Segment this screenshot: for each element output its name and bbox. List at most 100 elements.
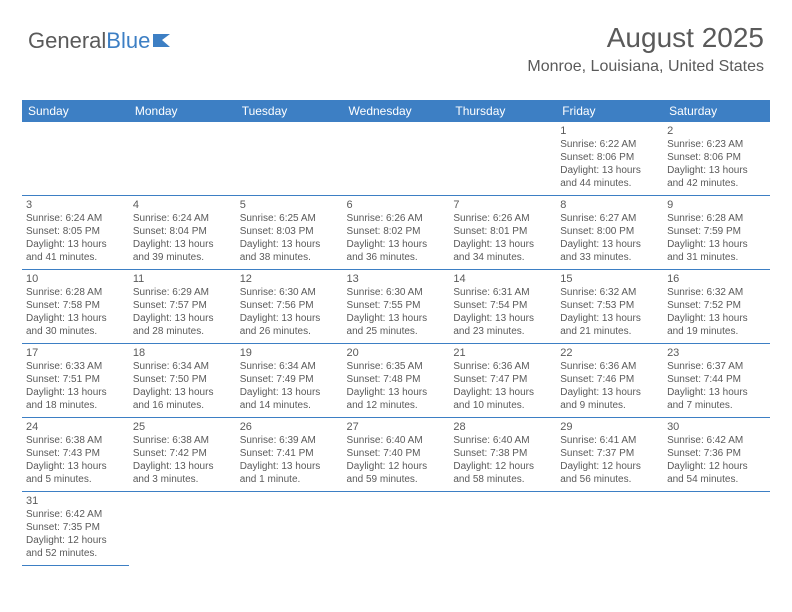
weekday-header: Thursday: [449, 100, 556, 122]
calendar-day-cell: 20Sunrise: 6:35 AMSunset: 7:48 PMDayligh…: [343, 344, 450, 418]
calendar-day-cell: 15Sunrise: 6:32 AMSunset: 7:53 PMDayligh…: [556, 270, 663, 344]
calendar-week-row: 10Sunrise: 6:28 AMSunset: 7:58 PMDayligh…: [22, 270, 770, 344]
calendar-day-cell: 22Sunrise: 6:36 AMSunset: 7:46 PMDayligh…: [556, 344, 663, 418]
day-info: Sunrise: 6:23 AMSunset: 8:06 PMDaylight:…: [667, 138, 766, 190]
calendar-empty-cell: [449, 122, 556, 196]
day-number: 23: [667, 347, 766, 359]
day-info: Sunrise: 6:22 AMSunset: 8:06 PMDaylight:…: [560, 138, 659, 190]
weekday-header: Sunday: [22, 100, 129, 122]
calendar-day-cell: 18Sunrise: 6:34 AMSunset: 7:50 PMDayligh…: [129, 344, 236, 418]
calendar-empty-cell: [663, 492, 770, 566]
calendar-day-cell: 25Sunrise: 6:38 AMSunset: 7:42 PMDayligh…: [129, 418, 236, 492]
day-info: Sunrise: 6:37 AMSunset: 7:44 PMDaylight:…: [667, 360, 766, 412]
day-number: 2: [667, 125, 766, 137]
day-number: 22: [560, 347, 659, 359]
day-info: Sunrise: 6:24 AMSunset: 8:05 PMDaylight:…: [26, 212, 125, 264]
day-info: Sunrise: 6:42 AMSunset: 7:35 PMDaylight:…: [26, 508, 125, 560]
calendar-week-row: 17Sunrise: 6:33 AMSunset: 7:51 PMDayligh…: [22, 344, 770, 418]
weekday-header: Wednesday: [343, 100, 450, 122]
weekday-header: Saturday: [663, 100, 770, 122]
day-number: 25: [133, 421, 232, 433]
day-number: 10: [26, 273, 125, 285]
day-number: 12: [240, 273, 339, 285]
calendar-day-cell: 29Sunrise: 6:41 AMSunset: 7:37 PMDayligh…: [556, 418, 663, 492]
logo: GeneralBlue: [28, 28, 174, 54]
day-number: 3: [26, 199, 125, 211]
calendar-empty-cell: [343, 492, 450, 566]
day-info: Sunrise: 6:28 AMSunset: 7:59 PMDaylight:…: [667, 212, 766, 264]
day-info: Sunrise: 6:26 AMSunset: 8:01 PMDaylight:…: [453, 212, 552, 264]
calendar-day-cell: 31Sunrise: 6:42 AMSunset: 7:35 PMDayligh…: [22, 492, 129, 566]
day-info: Sunrise: 6:32 AMSunset: 7:52 PMDaylight:…: [667, 286, 766, 338]
calendar-empty-cell: [343, 122, 450, 196]
calendar-day-cell: 24Sunrise: 6:38 AMSunset: 7:43 PMDayligh…: [22, 418, 129, 492]
logo-flag-icon: [152, 33, 174, 49]
day-info: Sunrise: 6:27 AMSunset: 8:00 PMDaylight:…: [560, 212, 659, 264]
calendar-day-cell: 2Sunrise: 6:23 AMSunset: 8:06 PMDaylight…: [663, 122, 770, 196]
calendar-body: 1Sunrise: 6:22 AMSunset: 8:06 PMDaylight…: [22, 122, 770, 566]
weekday-header: Monday: [129, 100, 236, 122]
calendar-empty-cell: [236, 122, 343, 196]
calendar-table: SundayMondayTuesdayWednesdayThursdayFrid…: [22, 100, 770, 566]
day-number: 4: [133, 199, 232, 211]
calendar-empty-cell: [129, 122, 236, 196]
calendar-week-row: 3Sunrise: 6:24 AMSunset: 8:05 PMDaylight…: [22, 196, 770, 270]
header-right: August 2025 Monroe, Louisiana, United St…: [527, 22, 764, 76]
calendar-day-cell: 4Sunrise: 6:24 AMSunset: 8:04 PMDaylight…: [129, 196, 236, 270]
day-number: 7: [453, 199, 552, 211]
calendar-day-cell: 6Sunrise: 6:26 AMSunset: 8:02 PMDaylight…: [343, 196, 450, 270]
calendar-day-cell: 13Sunrise: 6:30 AMSunset: 7:55 PMDayligh…: [343, 270, 450, 344]
day-number: 1: [560, 125, 659, 137]
day-number: 14: [453, 273, 552, 285]
calendar-day-cell: 17Sunrise: 6:33 AMSunset: 7:51 PMDayligh…: [22, 344, 129, 418]
day-info: Sunrise: 6:33 AMSunset: 7:51 PMDaylight:…: [26, 360, 125, 412]
day-info: Sunrise: 6:32 AMSunset: 7:53 PMDaylight:…: [560, 286, 659, 338]
weekday-header: Friday: [556, 100, 663, 122]
day-number: 8: [560, 199, 659, 211]
calendar-day-cell: 30Sunrise: 6:42 AMSunset: 7:36 PMDayligh…: [663, 418, 770, 492]
day-number: 16: [667, 273, 766, 285]
day-info: Sunrise: 6:28 AMSunset: 7:58 PMDaylight:…: [26, 286, 125, 338]
day-number: 11: [133, 273, 232, 285]
day-info: Sunrise: 6:40 AMSunset: 7:38 PMDaylight:…: [453, 434, 552, 486]
day-info: Sunrise: 6:26 AMSunset: 8:02 PMDaylight:…: [347, 212, 446, 264]
calendar-day-cell: 12Sunrise: 6:30 AMSunset: 7:56 PMDayligh…: [236, 270, 343, 344]
day-info: Sunrise: 6:34 AMSunset: 7:50 PMDaylight:…: [133, 360, 232, 412]
day-info: Sunrise: 6:29 AMSunset: 7:57 PMDaylight:…: [133, 286, 232, 338]
day-number: 5: [240, 199, 339, 211]
day-info: Sunrise: 6:40 AMSunset: 7:40 PMDaylight:…: [347, 434, 446, 486]
calendar-day-cell: 3Sunrise: 6:24 AMSunset: 8:05 PMDaylight…: [22, 196, 129, 270]
day-info: Sunrise: 6:39 AMSunset: 7:41 PMDaylight:…: [240, 434, 339, 486]
day-number: 27: [347, 421, 446, 433]
day-number: 20: [347, 347, 446, 359]
calendar-day-cell: 8Sunrise: 6:27 AMSunset: 8:00 PMDaylight…: [556, 196, 663, 270]
calendar-day-cell: 9Sunrise: 6:28 AMSunset: 7:59 PMDaylight…: [663, 196, 770, 270]
day-info: Sunrise: 6:35 AMSunset: 7:48 PMDaylight:…: [347, 360, 446, 412]
calendar-day-cell: 10Sunrise: 6:28 AMSunset: 7:58 PMDayligh…: [22, 270, 129, 344]
calendar-empty-cell: [236, 492, 343, 566]
day-info: Sunrise: 6:38 AMSunset: 7:42 PMDaylight:…: [133, 434, 232, 486]
day-number: 30: [667, 421, 766, 433]
calendar-week-row: 1Sunrise: 6:22 AMSunset: 8:06 PMDaylight…: [22, 122, 770, 196]
calendar-day-cell: 11Sunrise: 6:29 AMSunset: 7:57 PMDayligh…: [129, 270, 236, 344]
calendar-week-row: 24Sunrise: 6:38 AMSunset: 7:43 PMDayligh…: [22, 418, 770, 492]
calendar-day-cell: 27Sunrise: 6:40 AMSunset: 7:40 PMDayligh…: [343, 418, 450, 492]
calendar-week-row: 31Sunrise: 6:42 AMSunset: 7:35 PMDayligh…: [22, 492, 770, 566]
day-info: Sunrise: 6:30 AMSunset: 7:55 PMDaylight:…: [347, 286, 446, 338]
calendar-day-cell: 14Sunrise: 6:31 AMSunset: 7:54 PMDayligh…: [449, 270, 556, 344]
calendar-empty-cell: [556, 492, 663, 566]
day-info: Sunrise: 6:31 AMSunset: 7:54 PMDaylight:…: [453, 286, 552, 338]
calendar-day-cell: 7Sunrise: 6:26 AMSunset: 8:01 PMDaylight…: [449, 196, 556, 270]
calendar-empty-cell: [449, 492, 556, 566]
day-number: 15: [560, 273, 659, 285]
calendar-day-cell: 1Sunrise: 6:22 AMSunset: 8:06 PMDaylight…: [556, 122, 663, 196]
logo-text-gray: General: [28, 28, 106, 54]
weekday-header: Tuesday: [236, 100, 343, 122]
day-info: Sunrise: 6:36 AMSunset: 7:47 PMDaylight:…: [453, 360, 552, 412]
day-number: 26: [240, 421, 339, 433]
day-number: 6: [347, 199, 446, 211]
day-info: Sunrise: 6:42 AMSunset: 7:36 PMDaylight:…: [667, 434, 766, 486]
day-info: Sunrise: 6:30 AMSunset: 7:56 PMDaylight:…: [240, 286, 339, 338]
day-number: 21: [453, 347, 552, 359]
day-number: 19: [240, 347, 339, 359]
